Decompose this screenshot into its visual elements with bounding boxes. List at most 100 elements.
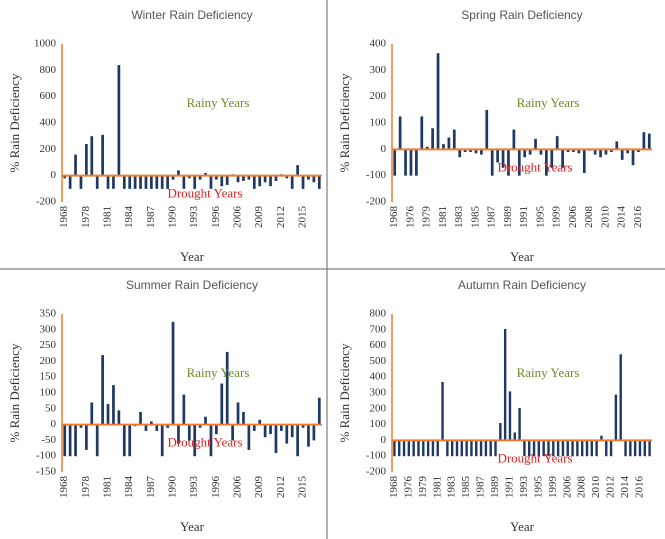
- bar: [95, 175, 99, 189]
- bar: [247, 424, 251, 450]
- bar: [79, 424, 83, 428]
- bar: [215, 424, 218, 435]
- y-tick-label: 600: [370, 339, 387, 351]
- bar: [236, 175, 240, 183]
- bar: [458, 149, 462, 158]
- bar: [182, 394, 186, 425]
- x-tick-label: 1996: [210, 206, 222, 229]
- x-tick-label: 1979: [421, 206, 433, 229]
- x-tick-label: 2006: [567, 206, 579, 229]
- x-tick-label: 1989: [489, 476, 501, 499]
- bar: [404, 149, 407, 176]
- drought-annotation: Drought Years: [497, 159, 572, 174]
- x-tick-label: 1995: [532, 476, 544, 499]
- x-tick-label: 1976: [404, 206, 416, 229]
- bar: [106, 404, 110, 425]
- y-tick-label: -100: [36, 450, 57, 462]
- x-tick-label: 1983: [446, 476, 458, 499]
- x-tick-label: 2015: [297, 206, 309, 229]
- bar: [236, 402, 240, 425]
- x-tick-label: 2012: [275, 476, 287, 498]
- x-tick-label: 2010: [590, 476, 602, 499]
- x-tick-label: 1968: [58, 476, 70, 499]
- chart-title: Autumn Rain Deficiency: [458, 278, 586, 292]
- bar: [460, 440, 464, 457]
- bar: [133, 175, 137, 189]
- y-tick-label: 200: [40, 355, 57, 367]
- y-tick-label: 100: [370, 418, 387, 430]
- bar: [566, 149, 570, 152]
- bar: [629, 440, 632, 457]
- bar: [465, 440, 468, 457]
- bar: [106, 175, 110, 189]
- bar: [523, 440, 526, 457]
- bar: [469, 149, 472, 152]
- bar: [95, 424, 99, 457]
- bar: [198, 175, 202, 180]
- drought-annotation: Drought Years: [497, 450, 572, 465]
- bar: [545, 149, 548, 176]
- x-tick-label: 1978: [80, 476, 92, 499]
- x-tick-label: 2008: [576, 476, 588, 499]
- bar: [450, 440, 454, 457]
- bar: [220, 175, 224, 187]
- bar: [620, 149, 624, 160]
- x-tick-label: 1981: [437, 206, 449, 228]
- x-tick-label: 1978: [80, 206, 92, 229]
- bar: [517, 149, 521, 176]
- bar: [144, 424, 148, 431]
- drought-annotation: Drought Years: [167, 186, 242, 201]
- bar: [561, 440, 565, 457]
- bar: [534, 138, 537, 150]
- bar: [247, 175, 251, 180]
- x-tick-label: 2006: [232, 476, 244, 499]
- bar: [452, 129, 456, 150]
- x-tick-label: 1981: [431, 476, 443, 498]
- bar: [436, 440, 439, 457]
- bar: [577, 149, 581, 154]
- bar: [417, 440, 420, 457]
- x-tick-label: 1989: [502, 206, 514, 229]
- bar: [290, 424, 294, 438]
- rainy-annotation: Rainy Years: [187, 95, 250, 110]
- bar: [582, 149, 586, 174]
- bar: [171, 175, 175, 180]
- bar: [160, 424, 164, 457]
- bar: [485, 109, 489, 150]
- bar: [552, 440, 555, 457]
- chart-title: Spring Rain Deficiency: [461, 8, 582, 22]
- bar: [128, 424, 132, 457]
- x-tick-label: 1968: [388, 206, 400, 229]
- x-tick-label: 1999: [547, 476, 559, 499]
- bar: [436, 53, 440, 150]
- bar: [480, 149, 483, 155]
- bar: [150, 421, 153, 425]
- bar: [494, 440, 497, 457]
- bar: [112, 175, 115, 189]
- y-tick-label: -200: [366, 196, 387, 208]
- x-tick-label: 1990: [167, 476, 179, 499]
- bar: [633, 440, 637, 457]
- bar: [550, 149, 554, 168]
- bar: [532, 440, 536, 457]
- bar: [499, 423, 502, 441]
- bar: [393, 440, 396, 457]
- bar: [470, 440, 473, 457]
- bar: [572, 149, 575, 152]
- bar: [412, 440, 415, 457]
- x-tick-label: 1968: [388, 476, 400, 499]
- bar: [528, 149, 532, 155]
- x-tick-label: 1987: [145, 476, 157, 499]
- bar: [431, 440, 435, 457]
- bar: [503, 329, 507, 441]
- bar: [155, 424, 159, 431]
- bar: [231, 424, 234, 441]
- bar: [101, 134, 104, 176]
- bar: [393, 149, 397, 176]
- bar: [638, 440, 642, 457]
- y-tick-label: 500: [370, 355, 387, 367]
- rainy-annotation: Rainy Years: [517, 365, 580, 380]
- y-tick-label: 0: [381, 143, 387, 155]
- bar: [90, 136, 94, 176]
- y-axis-title: % Rain Deficiency: [7, 73, 22, 172]
